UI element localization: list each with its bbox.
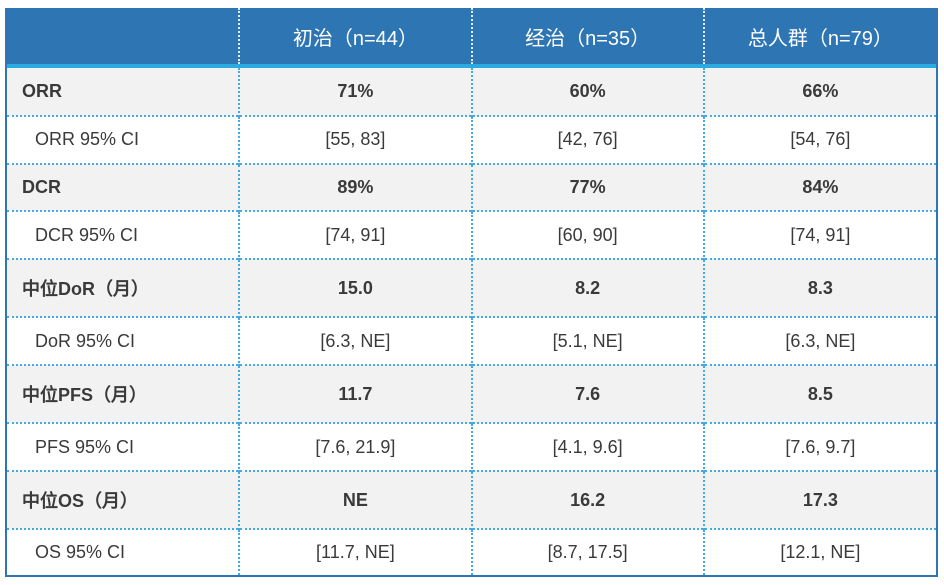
- cell-value: [42, 76]: [470, 114, 704, 164]
- cell-value: 84%: [702, 162, 936, 212]
- cell-value: [60, 90]: [470, 210, 704, 260]
- cell-value: [4.1, 9.6]: [470, 422, 704, 472]
- efficacy-table-container: 初治（n=44） 经治（n=35） 总人群（n=79） ORR 71% 60% 66% OR…: [5, 8, 938, 577]
- table-row: PFS 95% CI [7.6, 21.9] [4.1, 9.6] [7.6, 9.7…: [7, 422, 936, 472]
- row-label: PFS 95% CI: [7, 422, 240, 472]
- column-header: 总人群（n=79）: [702, 8, 936, 68]
- row-label: DCR: [7, 162, 240, 212]
- table-header: 初治（n=44） 经治（n=35） 总人群（n=79）: [7, 8, 936, 68]
- cell-value: 77%: [470, 162, 704, 212]
- header-row: 初治（n=44） 经治（n=35） 总人群（n=79）: [7, 8, 936, 68]
- cell-value: 17.3: [702, 470, 936, 530]
- cell-value: [54, 76]: [702, 114, 936, 164]
- cell-value: [11.7, NE]: [238, 528, 472, 575]
- cell-value: [74, 91]: [702, 210, 936, 260]
- cell-value: 15.0: [238, 258, 472, 318]
- table-row: 中位OS（月） NE 16.2 17.3: [7, 470, 936, 530]
- cell-value: [74, 91]: [238, 210, 472, 260]
- efficacy-table: 初治（n=44） 经治（n=35） 总人群（n=79） ORR 71% 60% 66% OR…: [7, 8, 936, 575]
- corner-header-cell: [7, 8, 240, 68]
- cell-value: 89%: [238, 162, 472, 212]
- column-header: 初治（n=44）: [238, 8, 472, 68]
- cell-value: [6.3, NE]: [238, 316, 472, 366]
- cell-value: 71%: [238, 66, 472, 116]
- cell-value: [6.3, NE]: [702, 316, 936, 366]
- cell-value: 8.3: [702, 258, 936, 318]
- table-row: DCR 95% CI [74, 91] [60, 90] [74, 91]: [7, 210, 936, 260]
- row-label: ORR 95% CI: [7, 114, 240, 164]
- table-row: DoR 95% CI [6.3, NE] [5.1, NE] [6.3, NE]: [7, 316, 936, 366]
- row-label: 中位PFS（月）: [7, 364, 240, 424]
- cell-value: [7.6, 21.9]: [238, 422, 472, 472]
- cell-value: 7.6: [470, 364, 704, 424]
- row-label: DoR 95% CI: [7, 316, 240, 366]
- cell-value: [7.6, 9.7]: [702, 422, 936, 472]
- cell-value: 16.2: [470, 470, 704, 530]
- row-label: 中位DoR（月）: [7, 258, 240, 318]
- table-row: DCR 89% 77% 84%: [7, 162, 936, 212]
- cell-value: [55, 83]: [238, 114, 472, 164]
- column-header: 经治（n=35）: [470, 8, 704, 68]
- table-row: ORR 95% CI [55, 83] [42, 76] [54, 76]: [7, 114, 936, 164]
- row-label: DCR 95% CI: [7, 210, 240, 260]
- row-label: 中位OS（月）: [7, 470, 240, 530]
- cell-value: 8.2: [470, 258, 704, 318]
- table-row: 中位DoR（月） 15.0 8.2 8.3: [7, 258, 936, 318]
- row-label: OS 95% CI: [7, 528, 240, 575]
- table-row: ORR 71% 60% 66%: [7, 66, 936, 116]
- cell-value: 11.7: [238, 364, 472, 424]
- cell-value: 8.5: [702, 364, 936, 424]
- table-row: OS 95% CI [11.7, NE] [8.7, 17.5] [12.1, NE]: [7, 528, 936, 575]
- table-body: ORR 71% 60% 66% ORR 95% CI [55, 83] [42, 76] [5…: [7, 66, 936, 575]
- table-row: 中位PFS（月） 11.7 7.6 8.5: [7, 364, 936, 424]
- row-label: ORR: [7, 66, 240, 116]
- cell-value: 66%: [702, 66, 936, 116]
- cell-value: [5.1, NE]: [470, 316, 704, 366]
- cell-value: [12.1, NE]: [702, 528, 936, 575]
- cell-value: [8.7, 17.5]: [470, 528, 704, 575]
- cell-value: NE: [238, 470, 472, 530]
- cell-value: 60%: [470, 66, 704, 116]
